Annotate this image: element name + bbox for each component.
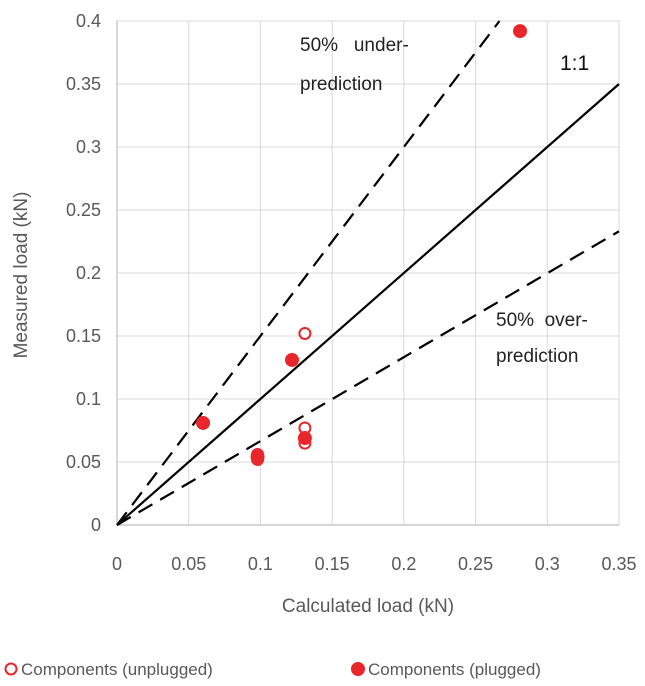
- plugged-point: [284, 352, 299, 367]
- legend: Components (unplugged) Components (plugg…: [4, 660, 541, 679]
- y-tick-label: 0.05: [66, 452, 101, 472]
- y-tick-label: 0.35: [66, 74, 101, 94]
- y-tick-label: 0.3: [76, 137, 101, 157]
- y-tick-label: 0.15: [66, 326, 101, 346]
- x-tick-label: 0: [112, 554, 122, 574]
- x-axis-title: Calculated load (kN): [282, 596, 454, 617]
- axes: [116, 21, 619, 526]
- y-tick-label: 0.4: [76, 11, 101, 31]
- y-tick-label: 0.1: [76, 389, 101, 409]
- plugged-point: [513, 24, 528, 39]
- x-tick-label: 0.1: [248, 554, 273, 574]
- legend-label-unplugged: Components (unplugged): [21, 660, 213, 679]
- plugged-point: [297, 431, 312, 446]
- y-tick-label: 0: [91, 515, 101, 535]
- x-tick-label: 0.2: [391, 554, 416, 574]
- plugged-point: [250, 449, 265, 464]
- legend-label-plugged: Components (plugged): [368, 660, 541, 679]
- y-axis-title: Measured load (kN): [11, 192, 32, 359]
- one-to-one-line: [116, 83, 620, 526]
- reference-lines: [116, 20, 620, 526]
- over-prediction-label-line2: prediction: [496, 346, 578, 367]
- x-tick-label: 0.3: [535, 554, 560, 574]
- plugged-point: [196, 415, 211, 430]
- legend-marker-unplugged: [4, 662, 18, 676]
- tick-labels: 0 0.05 0.1 0.15 0.2 0.25 0.3 0.35 0 0.05 0.1 0.15 0.…: [66, 11, 637, 574]
- over-prediction-line: [116, 230, 620, 526]
- over-prediction-label-line1: 50% over-: [496, 310, 588, 331]
- data-points: [196, 24, 528, 466]
- x-tick-label: 0.05: [171, 554, 206, 574]
- under-prediction-label-line2: prediction: [300, 74, 382, 95]
- y-tick-label: 0.2: [76, 263, 101, 283]
- x-tick-label: 0.15: [315, 554, 350, 574]
- gridlines: [117, 20, 620, 525]
- x-tick-label: 0.35: [601, 554, 636, 574]
- unplugged-point: [298, 326, 312, 340]
- legend-marker-plugged: [351, 662, 365, 676]
- y-tick-label: 0.25: [66, 200, 101, 220]
- x-tick-label: 0.25: [458, 554, 493, 574]
- under-prediction-line: [116, 20, 501, 526]
- under-prediction-label-line1: 50% under-: [300, 35, 409, 56]
- one-to-one-label: 1:1: [560, 52, 589, 75]
